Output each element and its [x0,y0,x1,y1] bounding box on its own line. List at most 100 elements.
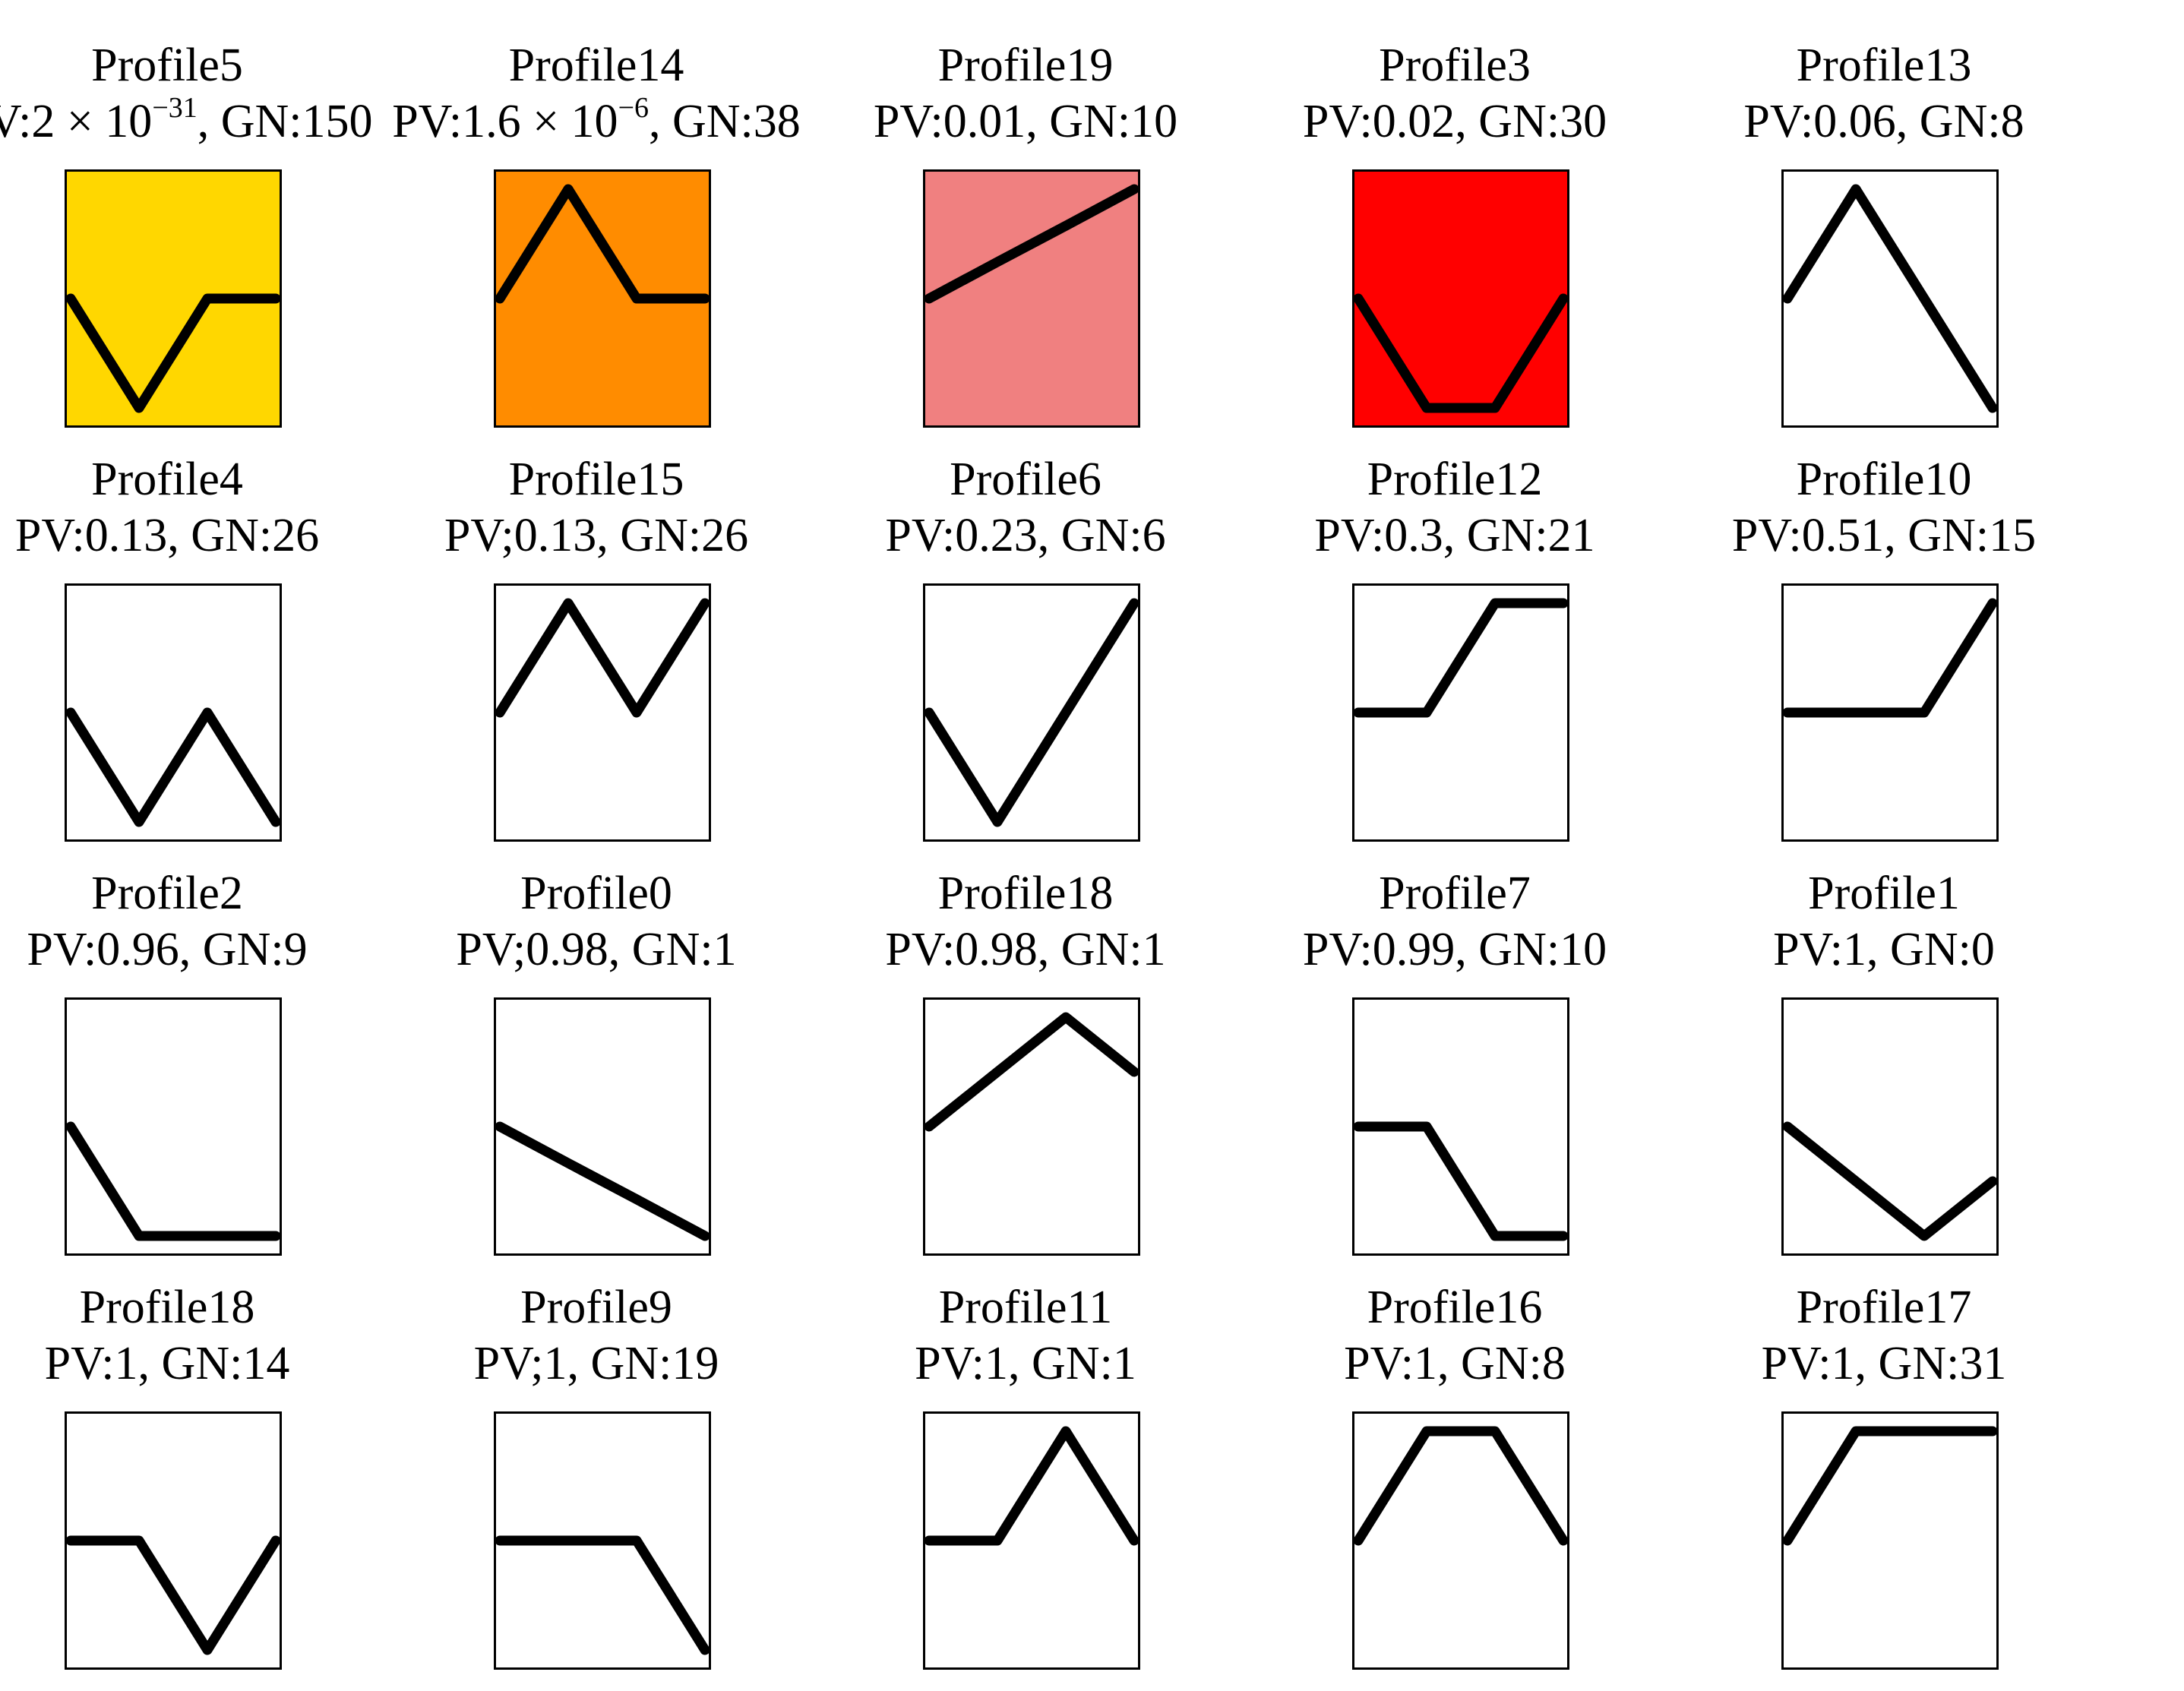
profile-plot [494,1411,711,1670]
gn-label: , GN: [1037,510,1143,561]
profile-point [567,1162,569,1164]
profile-point [1494,1235,1496,1237]
profile-point [1923,1430,1925,1432]
profile-line [924,1426,1139,1546]
gn-value: 10 [1560,924,1607,975]
gn-value: 9 [283,924,308,975]
profile-point [138,1235,140,1237]
profile-title: Profile14 [508,40,684,91]
gn-value: 14 [242,1338,290,1389]
profile-plot [1781,1411,1999,1670]
pv-value: 0.98 [526,924,608,975]
profile-line [924,184,1139,304]
profile-cell: Profile10 PV:0.51, GN:15 [1671,456,2097,851]
profile-title: Profile15 [508,454,684,505]
pv-value: 0.51 [1801,510,1885,561]
profile-point [275,821,277,823]
profile-cell: Profile9 PV;1, GN:19 [384,1284,809,1679]
pv-value: 0.23 [955,510,1038,561]
profile-stats: PV;0.98, GN:1 [384,926,809,973]
profile-stats: PV:0.01, GN:10 [813,98,1238,145]
pv-label: PV: [392,96,463,147]
profile-cell: Profile0 PV;0.98, GN:1 [384,870,809,1265]
profile-stats: PV:1, GN:31 [1671,1340,2097,1387]
gn-label: , GN: [1884,510,1990,561]
profile-title: Profile1 [1808,868,1960,919]
profile-point [567,602,569,604]
gn-label: , GN: [1866,924,1971,975]
profile-plot [65,169,282,428]
profile-point [1563,1235,1564,1237]
profile-cell: Profile14 PV:1.6 × 10−6, GN:38 [384,42,809,437]
pv-value: 0.02 [1372,96,1455,147]
pv-label: PV: [0,96,32,147]
profile-point [138,821,140,823]
profile-title: Profile18 [937,868,1114,919]
gn-label: , GN: [1037,924,1143,975]
pv-exponent: −31 [152,92,198,124]
pv-label: PV: [885,510,956,561]
profile-line [495,598,710,718]
profile-title: Profile10 [1796,454,1972,505]
plot-frame [1352,1411,1569,1670]
profile-plot [1352,169,1569,428]
pv-value: 0.96 [96,924,179,975]
plot-frame [1781,997,1999,1256]
gn-label: , GN: [649,96,754,147]
gn-value: 8 [2000,96,2024,147]
pv-value: 1 [543,1338,567,1389]
gn-label: , GN: [167,510,273,561]
profile-line [65,707,281,827]
pv-label: PV: [1302,96,1373,147]
profile-plot [65,583,282,842]
profile-title: Profile13 [1796,40,1972,91]
plot-frame [494,997,711,1256]
gn-value: 31 [1959,1338,2007,1389]
pv-value: 0.13 [514,510,597,561]
pv-label: PV: [14,510,85,561]
profile-cell: Profile16 PV:1, GN:8 [1242,1284,1667,1679]
profile-point [1855,1181,1857,1182]
gn-label: , GN: [1455,924,1560,975]
profile-point [1065,1430,1067,1432]
profile-title: Profile19 [937,40,1114,91]
gn-value: 21 [1547,510,1595,561]
profile-line [495,184,710,304]
pv-label: PV: [1731,510,1802,561]
profile-point [1494,1430,1496,1432]
plot-frame [65,997,282,1256]
profile-stats: PV:1, GN:1 [813,1340,1238,1387]
gn-value: 1 [1112,1338,1136,1389]
pv-value: 0.13 [84,510,168,561]
profile-line [65,1535,281,1655]
profile-cell: Profile5PV:2 × 10−31, GN:150 [0,42,380,437]
pv-label: PV; [444,510,514,561]
profile-plot [1781,997,1999,1256]
profile-plot [65,1411,282,1670]
plot-frame [923,583,1140,842]
gn-value: 26 [701,510,749,561]
gn-label: , GN: [1008,1338,1113,1389]
profile-point [704,602,706,604]
pv-label: PV: [1743,96,1814,147]
gn-value: 10 [1130,96,1178,147]
profile-plot [1352,1411,1569,1670]
profile-title: Profile6 [950,454,1101,505]
pv-value: 0.01 [943,96,1026,147]
profile-plot [494,997,711,1256]
profile-point [1494,407,1496,409]
profile-title: Profile12 [1367,454,1543,505]
gn-label: , GN: [197,96,302,147]
profile-plot [1781,169,1999,428]
profile-line [1353,1121,1569,1241]
plot-frame [923,997,1140,1256]
profile-stats: PV:0.96, GN:9 [0,926,380,973]
gn-value: 0 [1971,924,1995,975]
profile-stats: PV:1, GN:14 [0,1340,380,1387]
profile-cell: Profile19 PV:0.01, GN:10 [813,42,1238,437]
profile-line [1782,1121,1998,1241]
profile-line [1782,184,1998,413]
profile-cell: Profile13 PV:0.06, GN:8 [1671,42,2097,437]
profile-cell: Profile17 PV:1, GN:31 [1671,1284,2097,1679]
pv-label: PV: [873,96,943,147]
